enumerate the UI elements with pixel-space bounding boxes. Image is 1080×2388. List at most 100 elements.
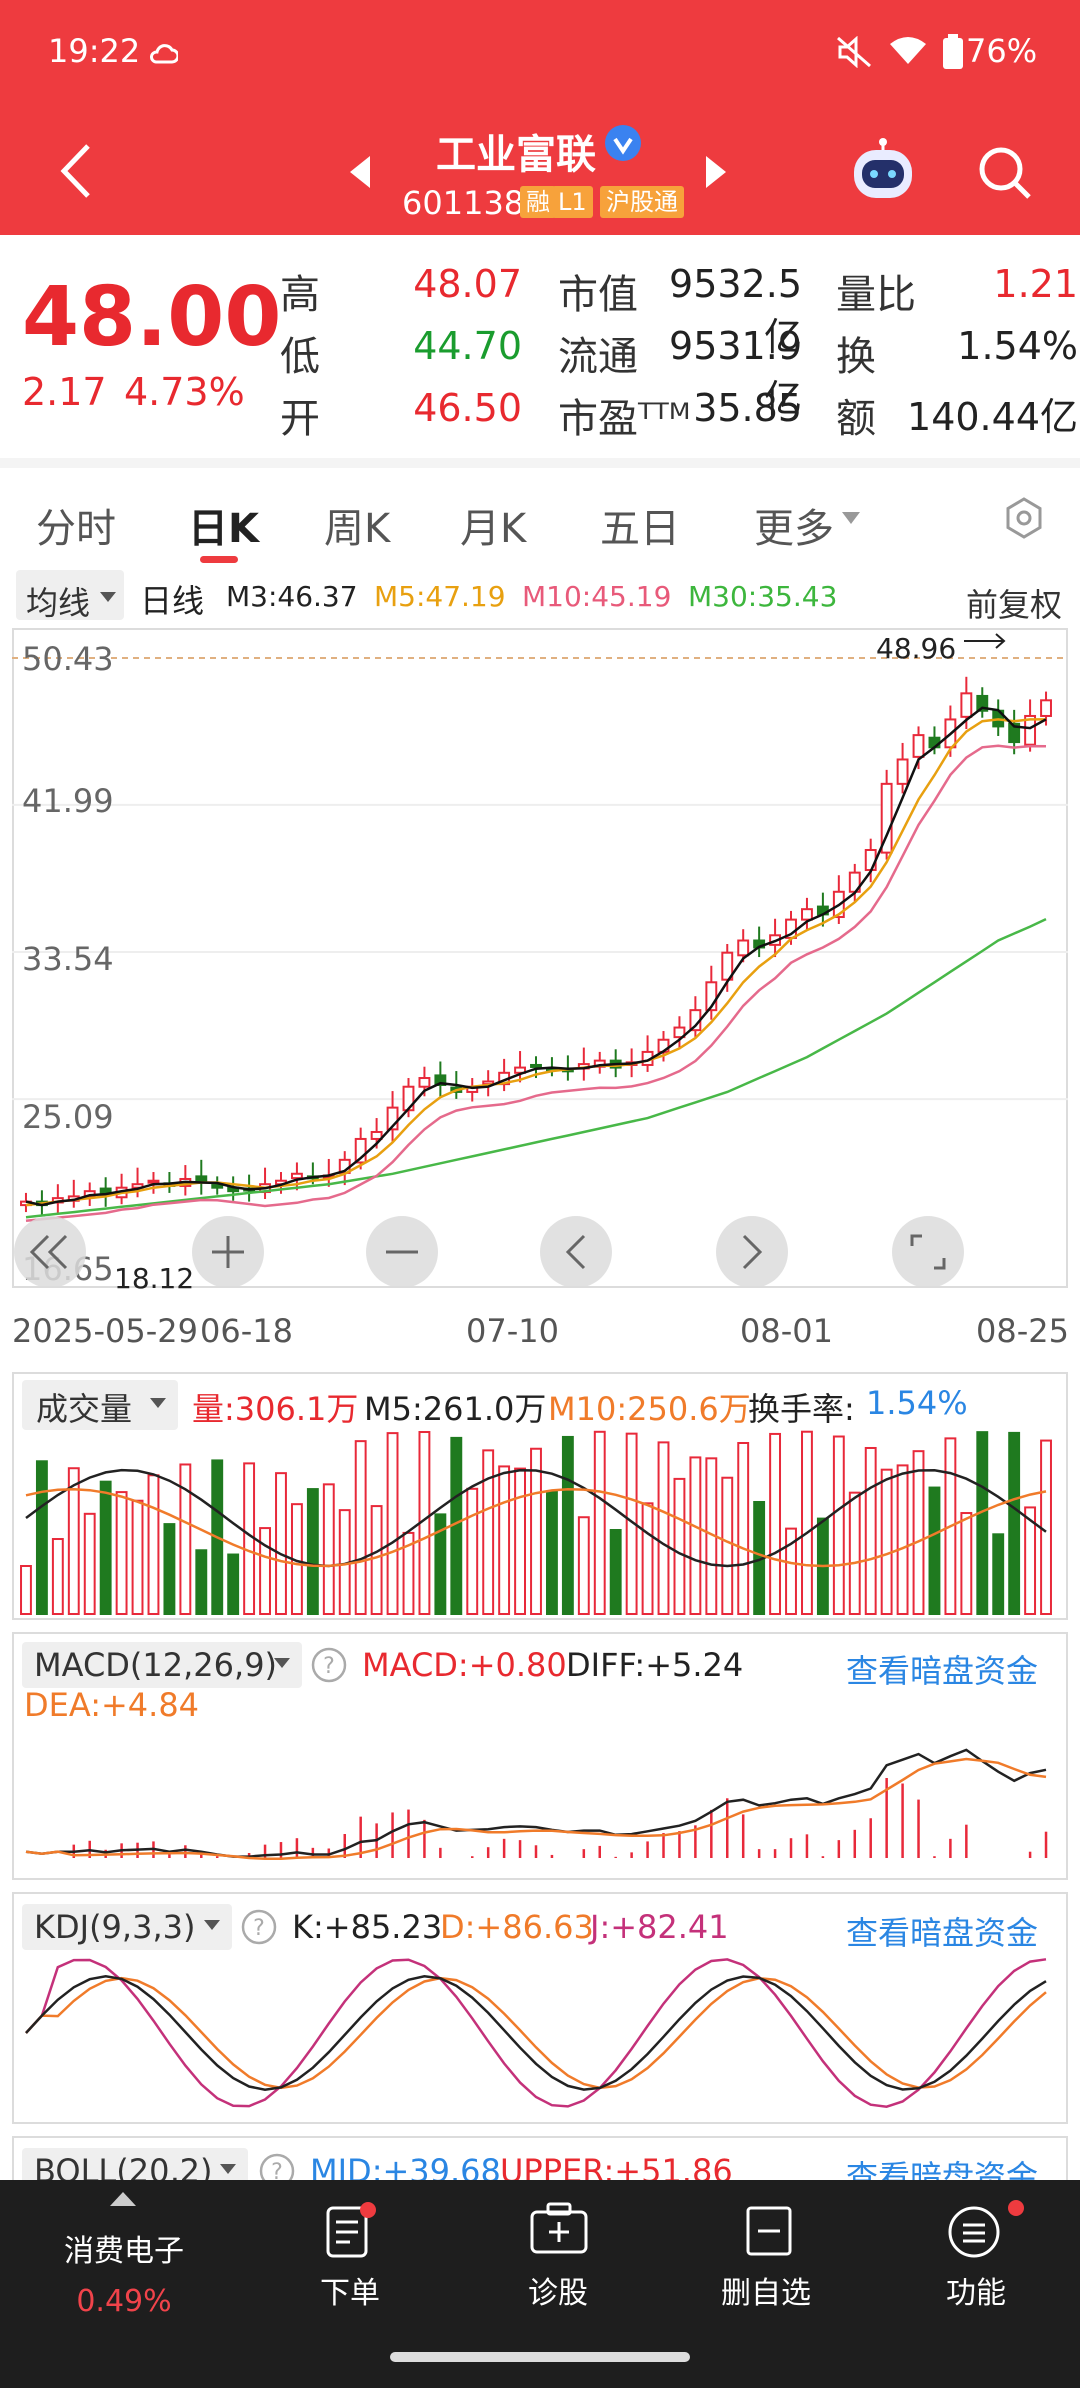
volume-ratio-value: 1.21 — [993, 262, 1078, 306]
kdj-d: D:+86.63 — [440, 1908, 594, 1946]
candle-body — [418, 1077, 431, 1088]
min-price-label: 18.12 — [114, 1262, 195, 1295]
x-date-4: 08-01 — [740, 1312, 833, 1350]
mute-icon — [837, 36, 871, 68]
x-date-1: 2025-05-29 — [12, 1312, 198, 1350]
volume-bar — [83, 1512, 96, 1615]
nav-order[interactable]: 下单 — [320, 2276, 380, 2311]
tab-weekly-k[interactable]: 周K — [324, 506, 391, 552]
nav-diagnose[interactable]: 诊股 — [528, 2276, 588, 2311]
svg-text:?: ? — [323, 1654, 335, 1679]
nav-functions[interactable]: 功能 — [946, 2276, 1006, 2311]
scroll-right-button[interactable] — [716, 1216, 788, 1288]
volume-bar — [737, 1442, 750, 1615]
kdj-chart[interactable] — [12, 1892, 1068, 2124]
volume-value: 量:306.1万 — [192, 1390, 359, 1428]
kdj-dark-pool-link[interactable]: 查看暗盘资金 — [846, 1914, 1039, 1952]
next-stock-icon[interactable] — [706, 156, 726, 188]
candle-body — [705, 981, 718, 1012]
volume-bar — [801, 1430, 813, 1615]
x-date-5: 08-25 — [976, 1312, 1069, 1350]
fullscreen-button[interactable] — [892, 1216, 964, 1288]
sector-name[interactable]: 消费电子 — [64, 2234, 184, 2269]
remove-watchlist-icon[interactable] — [736, 2200, 802, 2264]
volume-bar — [928, 1486, 941, 1615]
volume-ma10-line — [25, 1487, 1047, 1568]
status-time: 19:22 — [48, 32, 141, 70]
kline-chart[interactable] — [12, 628, 1068, 1288]
volume-ma5-line — [25, 1468, 1047, 1568]
robot-assistant-icon[interactable] — [850, 138, 916, 204]
current-price: 48.00 — [22, 270, 282, 365]
search-icon[interactable] — [978, 146, 1032, 200]
volume-bar — [1040, 1439, 1052, 1615]
kdj-k-line — [25, 1975, 1047, 2091]
verified-icon — [605, 125, 641, 161]
y-tick-1: 50.43 — [22, 640, 114, 678]
volume-bar — [896, 1464, 909, 1615]
adjust-mode-label[interactable]: 前复权 — [966, 586, 1063, 624]
volume-panel[interactable] — [12, 1372, 1068, 1620]
volume-bar — [259, 1527, 271, 1615]
chevron-left-icon — [565, 1234, 586, 1270]
kdj-help-icon[interactable]: ? — [240, 1908, 278, 1946]
volume-bar — [35, 1460, 48, 1615]
volume-ratio-label: 量比 — [836, 272, 916, 318]
volume-chart[interactable] — [12, 1372, 1068, 1620]
volume-bar — [976, 1431, 989, 1616]
macd-dropdown[interactable] — [22, 1642, 302, 1688]
svg-text:?: ? — [253, 1916, 265, 1941]
kdj-panel[interactable] — [12, 1892, 1068, 2124]
market-cap-label: 市值 — [558, 272, 638, 318]
kline-panel[interactable] — [12, 628, 1068, 1288]
macd-dea-line — [25, 1757, 1047, 1861]
volume-bar — [960, 1512, 973, 1615]
candle-body — [386, 1106, 399, 1131]
functions-icon[interactable] — [944, 2200, 1010, 2264]
period-label: 日线 — [140, 582, 205, 620]
candle-body — [960, 692, 973, 718]
scroll-left-button[interactable] — [540, 1216, 612, 1288]
volume-bar — [131, 1499, 144, 1615]
volume-dropdown[interactable] — [22, 1380, 178, 1430]
tab-monthly-k[interactable]: 月K — [460, 506, 527, 552]
volume-bar — [864, 1446, 877, 1615]
turnover-value: 1.54% — [957, 324, 1078, 368]
volume-bar — [51, 1538, 64, 1615]
cloud-icon — [149, 44, 178, 64]
macd-dropdown-label: MACD(12,26,9) — [34, 1646, 278, 1684]
tab-intraday[interactable]: 分时 — [36, 506, 116, 552]
fullscreen-icon — [910, 1234, 946, 1270]
diagnose-icon[interactable] — [526, 2200, 592, 2264]
candle-body — [530, 1063, 542, 1068]
macd-diff-line — [25, 1748, 1047, 1858]
prev-stock-icon[interactable] — [350, 156, 370, 188]
candle-body — [147, 1179, 160, 1184]
high-value: 48.07 — [413, 262, 522, 306]
nav-remove-watchlist[interactable]: 删自选 — [721, 2276, 811, 2311]
candle-body — [737, 939, 750, 957]
quote-divider — [0, 458, 1080, 468]
volume-bar — [912, 1450, 925, 1615]
more-dropdown-icon[interactable] — [842, 512, 860, 526]
candle-body — [673, 1026, 686, 1039]
macd-dark-pool-link[interactable]: 查看暗盘资金 — [846, 1652, 1039, 1690]
volume-bar — [195, 1549, 208, 1615]
macd-chart[interactable] — [12, 1632, 1068, 1880]
volume-ma10: M10:250.6万 — [548, 1390, 751, 1428]
candle-body — [290, 1172, 303, 1180]
tab-five-day[interactable]: 五日 — [600, 506, 680, 552]
volume-bar — [992, 1533, 1005, 1615]
back-icon[interactable] — [56, 142, 96, 200]
macd-help-icon[interactable]: ? — [310, 1646, 348, 1684]
candle-body — [1024, 714, 1037, 746]
expand-up-icon[interactable] — [110, 2192, 136, 2208]
order-icon[interactable] — [316, 2200, 382, 2264]
kdj-dropdown[interactable] — [22, 1904, 232, 1950]
chart-settings-icon[interactable] — [1002, 496, 1046, 540]
tab-more[interactable]: 更多 — [754, 506, 834, 552]
market-cap-value: 9532.5亿 — [669, 262, 802, 359]
macd-panel[interactable] — [12, 1632, 1068, 1880]
tab-daily-k[interactable]: 日K — [188, 506, 259, 552]
macd-value: MACD:+0.80 — [362, 1646, 567, 1684]
